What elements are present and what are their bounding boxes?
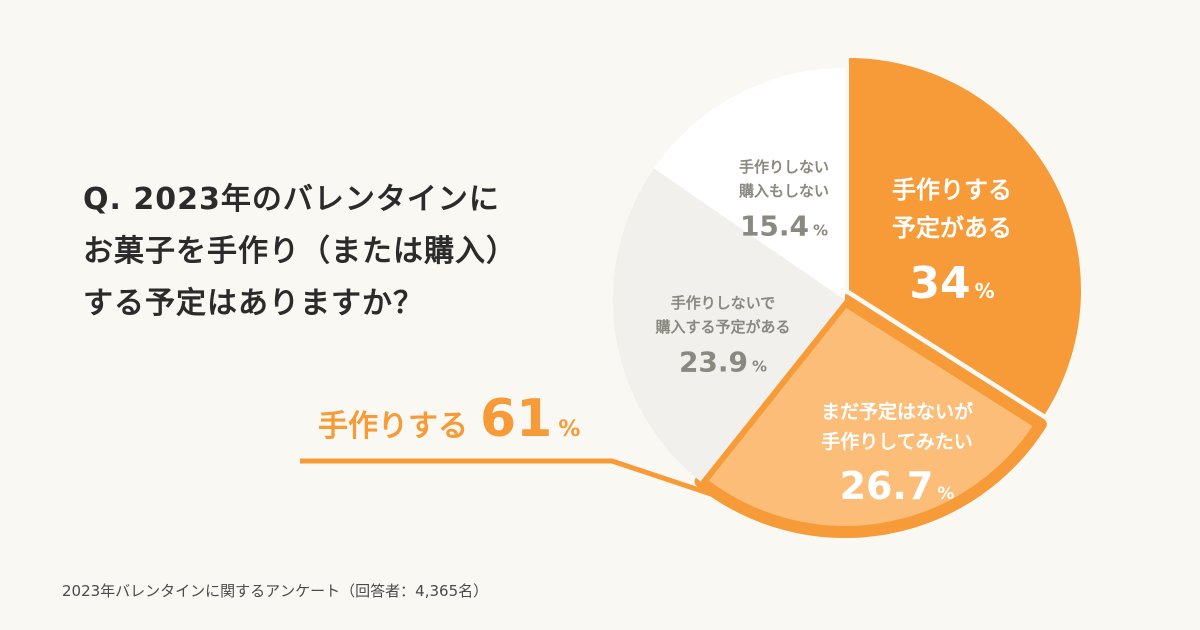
callout-label: 手作りする (318, 409, 468, 444)
slice-neither-label-line: 購入もしない (738, 182, 829, 200)
footer-note: 2023年バレンタインに関するアンケート（回答者：4,365名） (62, 582, 489, 600)
slice-neither-label-line: 手作りしない (739, 158, 829, 176)
slice-want-to-make-label-line: まだ予定はないが (821, 400, 973, 423)
slice-plan-to-make-value-unit: % (975, 279, 995, 303)
slice-plan-to-make-label: 手作りする予定がある (892, 176, 1012, 242)
slice-plan-to-buy (612, 168, 845, 482)
slice-neither-value: 15.4% (740, 209, 828, 242)
question-line-3: する予定はありますか？ (83, 286, 424, 321)
slice-want-to-make-label-line: 手作りしてみたい (821, 430, 972, 453)
question-line-1: Q. 2023年のバレンタインに (83, 182, 500, 217)
callout-unit: % (558, 417, 580, 442)
slice-plan-to-make (849, 58, 1081, 415)
slice-plan-to-make-value-number: 34 (909, 258, 970, 309)
question-line-2: お菓子を手作り（または購入） (83, 234, 517, 269)
slice-plan-to-buy-label-line: 購入する予定がある (654, 318, 790, 336)
callout-leader-line (300, 458, 736, 505)
slice-plan-to-buy-value-number: 23.9 (679, 345, 748, 378)
slice-plan-to-make-label-line: 予定がある (892, 214, 1012, 242)
slice-want-to-make-label: まだ予定はないが手作りしてみたい (821, 400, 973, 453)
callout-text: 手作りする 61% (318, 389, 580, 449)
slice-plan-to-buy-label-line: 手作りしないで (671, 294, 776, 312)
slice-plan-to-buy-value-unit: % (752, 357, 767, 375)
slice-neither (653, 68, 845, 300)
slice-neither-label: 手作りしない購入もしない (738, 158, 829, 200)
slice-want-to-make-value: 26.7% (840, 464, 955, 508)
slice-plan-to-make-label-line: 手作りする (892, 176, 1012, 204)
slice-want-to-make-value-number: 26.7 (840, 464, 934, 508)
slice-plan-to-make-value: 34% (909, 258, 994, 309)
slice-neither-value-number: 15.4 (740, 209, 809, 242)
slice-want-to-make-value-unit: % (937, 484, 954, 504)
question-text: Q. 2023年のバレンタインに お菓子を手作り（または購入） する予定はありま… (83, 174, 517, 330)
callout-value: 61 (480, 389, 552, 449)
slice-plan-to-buy-value: 23.9% (679, 345, 767, 378)
slice-plan-to-buy-label: 手作りしないで購入する予定がある (654, 294, 790, 336)
slice-neither-value-unit: % (813, 221, 828, 239)
slice-want-to-make (694, 294, 1047, 538)
